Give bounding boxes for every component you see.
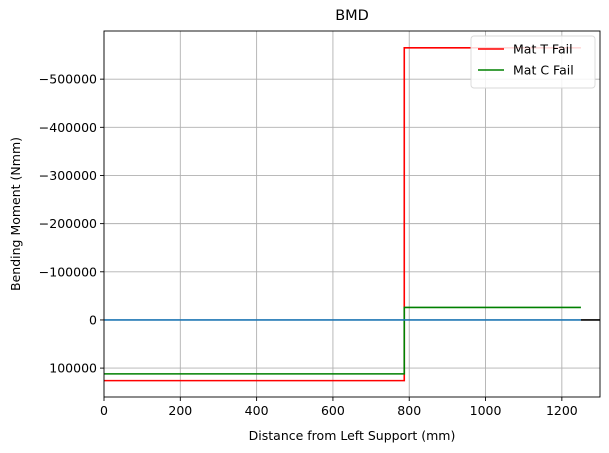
legend-label: Mat T Fail (513, 42, 573, 57)
x-axis-label: Distance from Left Support (mm) (249, 428, 456, 443)
x-tick-label: 600 (321, 403, 345, 418)
y-axis-label: Bending Moment (Nmm) (8, 137, 23, 291)
y-tick-label: −400000 (39, 120, 97, 135)
plot-frame (103, 30, 601, 398)
x-tick-label: 200 (168, 403, 192, 418)
x-tick-label: 800 (397, 403, 421, 418)
y-tick-label: −200000 (39, 216, 97, 231)
y-tick-label: 100000 (49, 361, 97, 376)
y-tick-label: −100000 (39, 264, 97, 279)
plot-area-background (104, 31, 600, 397)
legend-label: Mat C Fail (513, 63, 574, 78)
y-tick-label: −500000 (39, 72, 97, 87)
y-tick-label: −300000 (39, 168, 97, 183)
axis-ticks: 0 200 400 600 800 1000 1200 −500000 −400000 −3000… (39, 72, 578, 418)
legend: Mat T Fail Mat C Fail (470, 35, 596, 89)
x-tick-label: 400 (245, 403, 269, 418)
chart-title: BMD (335, 8, 369, 24)
series-line-1 (104, 306, 581, 375)
y-tick-label: 0 (89, 312, 97, 327)
x-tick-label: 1000 (470, 403, 502, 418)
x-tick-label: 0 (100, 403, 108, 418)
x-tick-label: 1200 (546, 403, 578, 418)
